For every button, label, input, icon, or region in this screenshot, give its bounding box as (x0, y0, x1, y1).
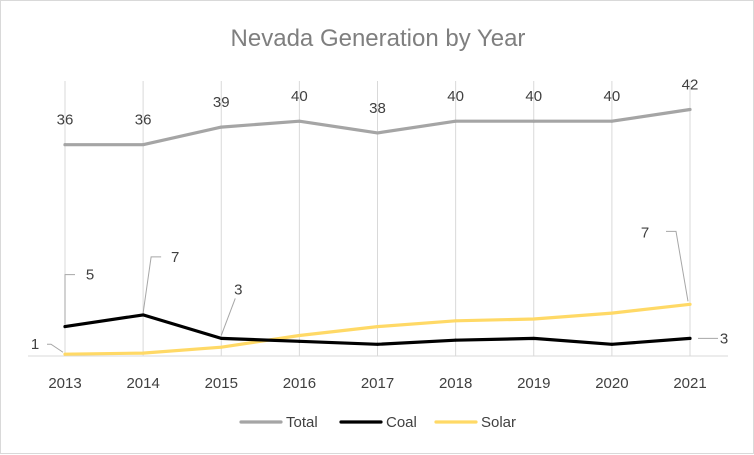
label-leader-line (666, 230, 689, 302)
data-point-coal (297, 339, 301, 343)
chart-title: Nevada Generation by Year (231, 25, 526, 52)
x-tick-label: 2021 (673, 375, 706, 392)
data-point-solar (63, 352, 67, 356)
x-tick-label: 2020 (595, 375, 628, 392)
x-axis: 2013 2014 2015 2016 2017 2018 2019 2020 2021 (28, 355, 728, 392)
data-label: 36 (135, 112, 152, 129)
data-point-total (376, 131, 379, 135)
x-tick-label: 2016 (283, 375, 316, 392)
data-point-solar (610, 311, 614, 315)
data-point-coal (688, 336, 692, 340)
data-point-total (532, 119, 536, 123)
data-point-total (63, 143, 67, 147)
x-tick-label: 2017 (361, 375, 394, 392)
data-point-solar (141, 351, 145, 355)
data-label: 3 (234, 281, 242, 298)
x-tick-label: 2018 (439, 375, 472, 392)
data-point-total (688, 107, 692, 111)
data-point-total (610, 119, 614, 123)
data-label: 42 (682, 76, 699, 93)
data-point-solar (376, 325, 379, 329)
data-point-total (454, 119, 458, 123)
data-point-total (219, 125, 223, 129)
data-label: 39 (213, 94, 230, 111)
data-point-total (297, 119, 301, 123)
data-point-coal (141, 313, 145, 317)
legend: Total Coal Solar (239, 414, 516, 431)
x-tick-label: 2013 (48, 375, 81, 392)
data-label: 38 (369, 100, 386, 117)
series-layer (63, 107, 692, 356)
data-label: 7 (641, 224, 649, 241)
label-leader-line (220, 298, 236, 336)
data-point-coal (376, 342, 379, 346)
data-point-coal (219, 336, 223, 340)
x-tick-label: 2014 (126, 375, 159, 392)
data-label: 40 (525, 88, 542, 105)
label-leader-line (47, 343, 64, 353)
legend-label-coal: Coal (386, 414, 417, 431)
legend-label-total: Total (286, 414, 318, 431)
data-point-solar (454, 319, 458, 323)
data-point-total (141, 143, 145, 147)
data-label-layer: 36 36 39 40 38 40 40 40 42 5 7 3 3 1 7 (31, 76, 728, 353)
legend-label-solar: Solar (481, 414, 516, 431)
data-point-solar (688, 302, 692, 306)
data-label: 5 (86, 267, 94, 284)
data-point-solar (297, 333, 301, 337)
x-tick-label: 2015 (205, 375, 238, 392)
label-leader-line (64, 274, 75, 325)
data-label: 3 (720, 330, 728, 347)
data-label: 40 (291, 88, 308, 105)
data-point-solar (532, 317, 536, 321)
data-label: 36 (57, 112, 74, 129)
data-label: 40 (447, 88, 464, 105)
data-label: 7 (171, 249, 179, 266)
data-point-coal (454, 338, 458, 342)
data-label: 40 (604, 88, 621, 105)
data-point-coal (532, 336, 536, 340)
data-point-solar (219, 345, 223, 349)
label-leader-line (142, 256, 162, 313)
data-point-coal (63, 325, 67, 329)
data-label: 1 (31, 336, 39, 353)
x-tick-label: 2019 (517, 375, 550, 392)
data-point-coal (610, 342, 614, 346)
